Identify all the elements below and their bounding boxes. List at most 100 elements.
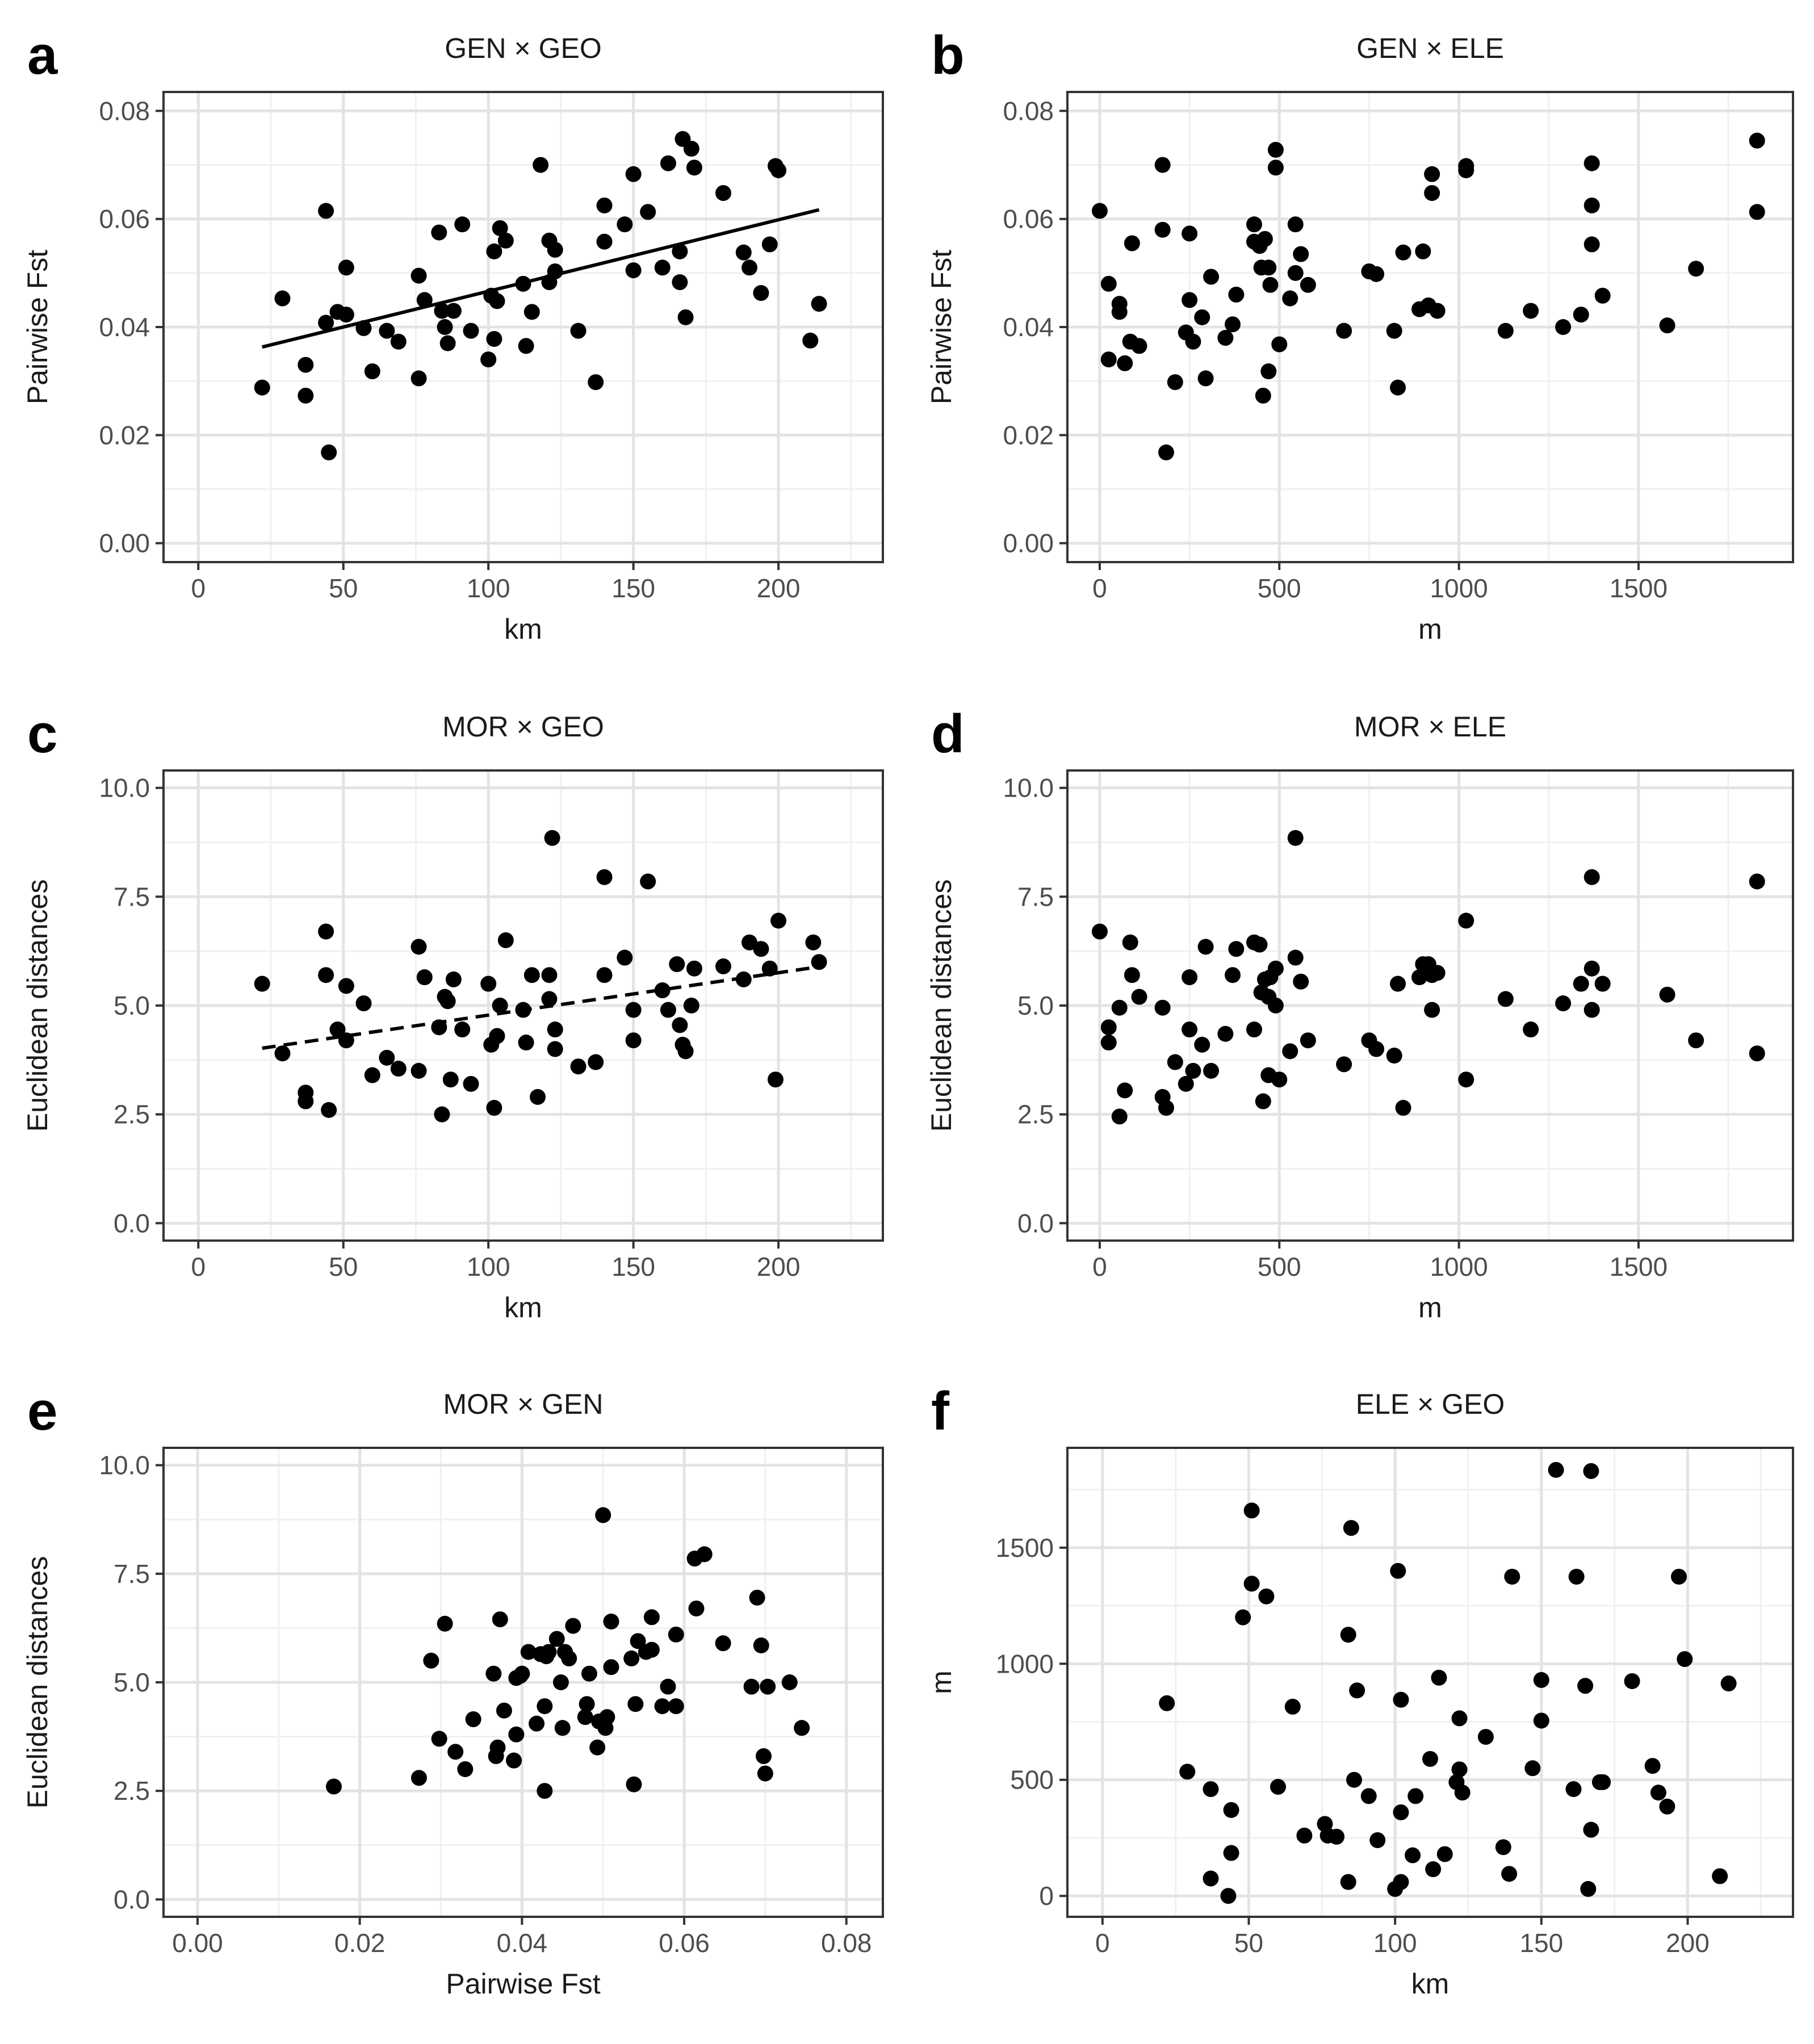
data-point [520, 1644, 537, 1660]
data-point [735, 244, 752, 261]
data-point [1583, 197, 1600, 213]
data-point [465, 1711, 481, 1728]
data-point [1131, 989, 1147, 1005]
x-tick-label: 1000 [1430, 573, 1488, 603]
data-point [318, 967, 334, 983]
data-point [1203, 1870, 1219, 1887]
data-point [770, 162, 787, 178]
data-point [537, 1783, 553, 1799]
data-point [761, 960, 778, 977]
data-point [1424, 1002, 1440, 1018]
data-point [654, 1698, 671, 1715]
y-tick-label: 7.5 [114, 1559, 150, 1589]
data-point [1154, 221, 1171, 238]
data-point [1451, 1761, 1468, 1778]
data-point [506, 1752, 522, 1769]
panel-label: b [931, 25, 965, 86]
y-tick-label: 0.04 [1003, 312, 1054, 342]
data-point [1220, 1888, 1237, 1904]
data-point [715, 958, 732, 974]
data-point [677, 1043, 694, 1059]
data-point [485, 1665, 502, 1682]
data-point [379, 322, 395, 339]
x-tick-label: 0.04 [497, 1928, 548, 1958]
data-point [274, 1045, 291, 1062]
y-axis-label: Pairwise Fst [925, 250, 957, 404]
data-point [1122, 934, 1138, 950]
data-point [599, 1709, 615, 1725]
data-point [489, 1028, 505, 1044]
data-point [1659, 986, 1675, 1003]
data-point [1523, 1021, 1539, 1038]
data-point [1159, 1695, 1175, 1711]
data-point [1454, 1785, 1471, 1801]
data-point [325, 1778, 342, 1795]
regression-line [262, 965, 820, 1050]
data-points [254, 830, 827, 1122]
data-point [596, 967, 613, 983]
y-axis-label: Pairwise Fst [22, 250, 53, 404]
data-point [561, 1650, 577, 1666]
data-point [1293, 973, 1309, 990]
y-tick-label: 7.5 [1017, 882, 1054, 911]
data-point [794, 1720, 810, 1736]
data-point [1203, 1063, 1220, 1079]
data-point [338, 307, 354, 323]
data-point [1346, 1771, 1363, 1788]
data-point [1243, 1502, 1260, 1519]
data-point [1565, 1781, 1582, 1798]
data-point [811, 954, 827, 970]
data-point [547, 263, 563, 279]
data-point [486, 243, 502, 259]
data-point [781, 1674, 798, 1690]
data-point [1124, 967, 1140, 983]
data-point [1256, 231, 1273, 247]
data-point [537, 1698, 553, 1715]
data-point [541, 1644, 557, 1660]
data-point [1267, 998, 1284, 1013]
data-point [437, 1615, 453, 1632]
data-point [1329, 1828, 1345, 1845]
data-point [1395, 244, 1411, 261]
data-point [770, 912, 787, 929]
data-point [643, 1609, 660, 1626]
data-point [547, 241, 563, 258]
data-point [1369, 1832, 1386, 1849]
data-point [1251, 936, 1268, 953]
data-point [454, 216, 471, 233]
data-point [523, 304, 540, 320]
data-point [588, 374, 604, 391]
data-point [1282, 1043, 1298, 1059]
data-point [683, 140, 699, 157]
data-point [1271, 1071, 1288, 1088]
data-point [1405, 1847, 1421, 1863]
data-point [338, 978, 354, 994]
data-point [416, 969, 433, 986]
data-point [669, 956, 685, 973]
data-point [1100, 1019, 1117, 1036]
y-tick-label: 1500 [996, 1533, 1054, 1563]
data-point [497, 932, 514, 948]
data-point [1091, 203, 1108, 219]
x-tick-label: 1500 [1610, 1252, 1668, 1281]
data-point [1154, 999, 1171, 1016]
data-point [596, 233, 613, 250]
data-point [1393, 1874, 1409, 1890]
data-point [1501, 1866, 1518, 1882]
data-point [1225, 967, 1241, 983]
data-point [1100, 275, 1117, 292]
data-point [1671, 1568, 1687, 1585]
data-point [1650, 1785, 1666, 1801]
data-point [489, 1739, 506, 1756]
data-point [735, 971, 752, 987]
data-point [1749, 204, 1765, 220]
data-point [1533, 1672, 1549, 1688]
data-point [1340, 1627, 1356, 1643]
data-point [318, 923, 334, 940]
y-axis-label: Euclidean distances [22, 879, 53, 1132]
y-tick-label: 0.06 [1003, 204, 1054, 234]
data-point [1573, 307, 1589, 323]
data-point [1573, 975, 1589, 992]
x-axis-label: Pairwise Fst [446, 1968, 600, 2000]
